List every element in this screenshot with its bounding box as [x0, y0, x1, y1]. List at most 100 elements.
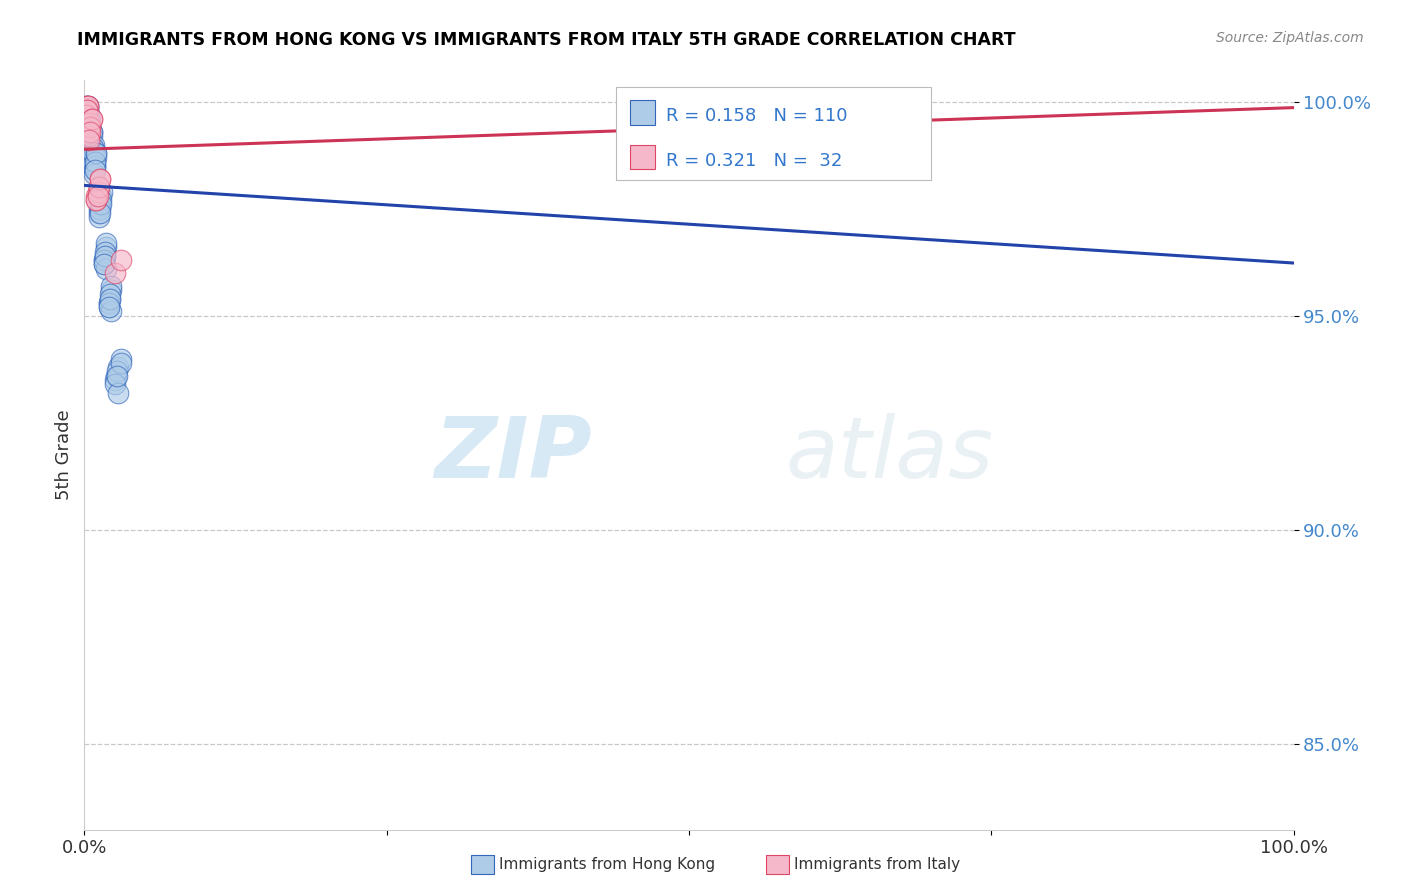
Point — [75, 107, 97, 121]
Point — [80, 159, 103, 173]
Text: R = 0.321   N =  32: R = 0.321 N = 32 — [666, 152, 842, 169]
Text: Immigrants from Italy: Immigrants from Italy — [794, 857, 960, 871]
Point — [76, 112, 98, 126]
Point — [89, 202, 111, 216]
Point — [76, 103, 98, 118]
Point — [89, 171, 111, 186]
Point — [79, 120, 101, 135]
Point — [75, 107, 97, 121]
Point — [98, 287, 121, 301]
Point — [79, 133, 101, 147]
Point — [94, 235, 117, 250]
Point — [89, 206, 111, 220]
Point — [76, 103, 98, 118]
Point — [110, 351, 132, 366]
Point — [87, 180, 110, 194]
Point — [76, 112, 98, 126]
Point — [84, 159, 107, 173]
Point — [83, 163, 105, 178]
Text: atlas: atlas — [786, 413, 994, 497]
Text: R = 0.158   N = 110: R = 0.158 N = 110 — [666, 107, 848, 125]
Point — [105, 368, 128, 383]
Point — [94, 240, 117, 254]
Point — [76, 107, 98, 121]
Point — [76, 103, 98, 118]
Point — [93, 253, 115, 268]
Point — [90, 197, 112, 211]
Point — [82, 150, 104, 164]
Point — [79, 116, 101, 130]
Point — [76, 125, 98, 139]
Point — [93, 257, 115, 271]
Point — [84, 159, 107, 173]
Point — [104, 373, 127, 387]
Point — [110, 253, 132, 268]
Point — [86, 189, 108, 203]
Y-axis label: 5th Grade: 5th Grade — [55, 409, 73, 500]
Point — [84, 154, 107, 169]
Point — [86, 146, 108, 161]
Point — [83, 142, 105, 156]
Point — [75, 116, 97, 130]
Point — [77, 99, 100, 113]
Point — [77, 116, 100, 130]
Point — [79, 133, 101, 147]
Point — [89, 171, 111, 186]
Point — [76, 103, 98, 118]
Text: Immigrants from Hong Kong: Immigrants from Hong Kong — [499, 857, 716, 871]
Point — [93, 257, 115, 271]
Point — [77, 103, 100, 118]
Point — [76, 125, 98, 139]
Point — [77, 133, 100, 147]
Point — [75, 99, 97, 113]
Point — [90, 189, 112, 203]
Point — [76, 128, 98, 143]
Point — [77, 112, 100, 126]
Point — [98, 292, 121, 306]
Point — [83, 168, 105, 182]
Point — [104, 377, 127, 392]
Point — [725, 103, 748, 118]
Point — [75, 107, 97, 121]
Point — [87, 211, 110, 225]
Point — [80, 125, 103, 139]
Point — [94, 244, 117, 259]
Point — [83, 137, 105, 152]
Point — [86, 193, 108, 207]
Point — [98, 292, 121, 306]
Point — [97, 300, 120, 314]
Point — [82, 146, 104, 161]
Point — [97, 300, 120, 314]
Point — [77, 116, 100, 130]
Point — [77, 99, 100, 113]
Point — [76, 103, 98, 118]
Point — [76, 128, 98, 143]
Point — [75, 120, 97, 135]
Point — [97, 296, 120, 310]
Point — [77, 116, 100, 130]
Point — [104, 368, 127, 383]
Point — [79, 120, 101, 135]
Point — [79, 137, 101, 152]
Point — [107, 385, 129, 400]
Point — [77, 120, 100, 135]
Point — [86, 146, 108, 161]
Point — [75, 107, 97, 121]
Point — [80, 137, 103, 152]
Point — [91, 185, 114, 199]
Point — [76, 103, 98, 118]
Point — [77, 142, 100, 156]
Point — [80, 128, 103, 143]
Point — [77, 120, 100, 135]
Point — [76, 107, 98, 121]
Point — [77, 112, 100, 126]
Point — [77, 120, 100, 135]
Point — [79, 137, 101, 152]
Point — [80, 112, 103, 126]
Point — [90, 193, 112, 207]
Point — [86, 189, 108, 203]
Point — [79, 125, 101, 139]
Point — [94, 249, 117, 263]
Point — [84, 154, 107, 169]
Point — [87, 206, 110, 220]
